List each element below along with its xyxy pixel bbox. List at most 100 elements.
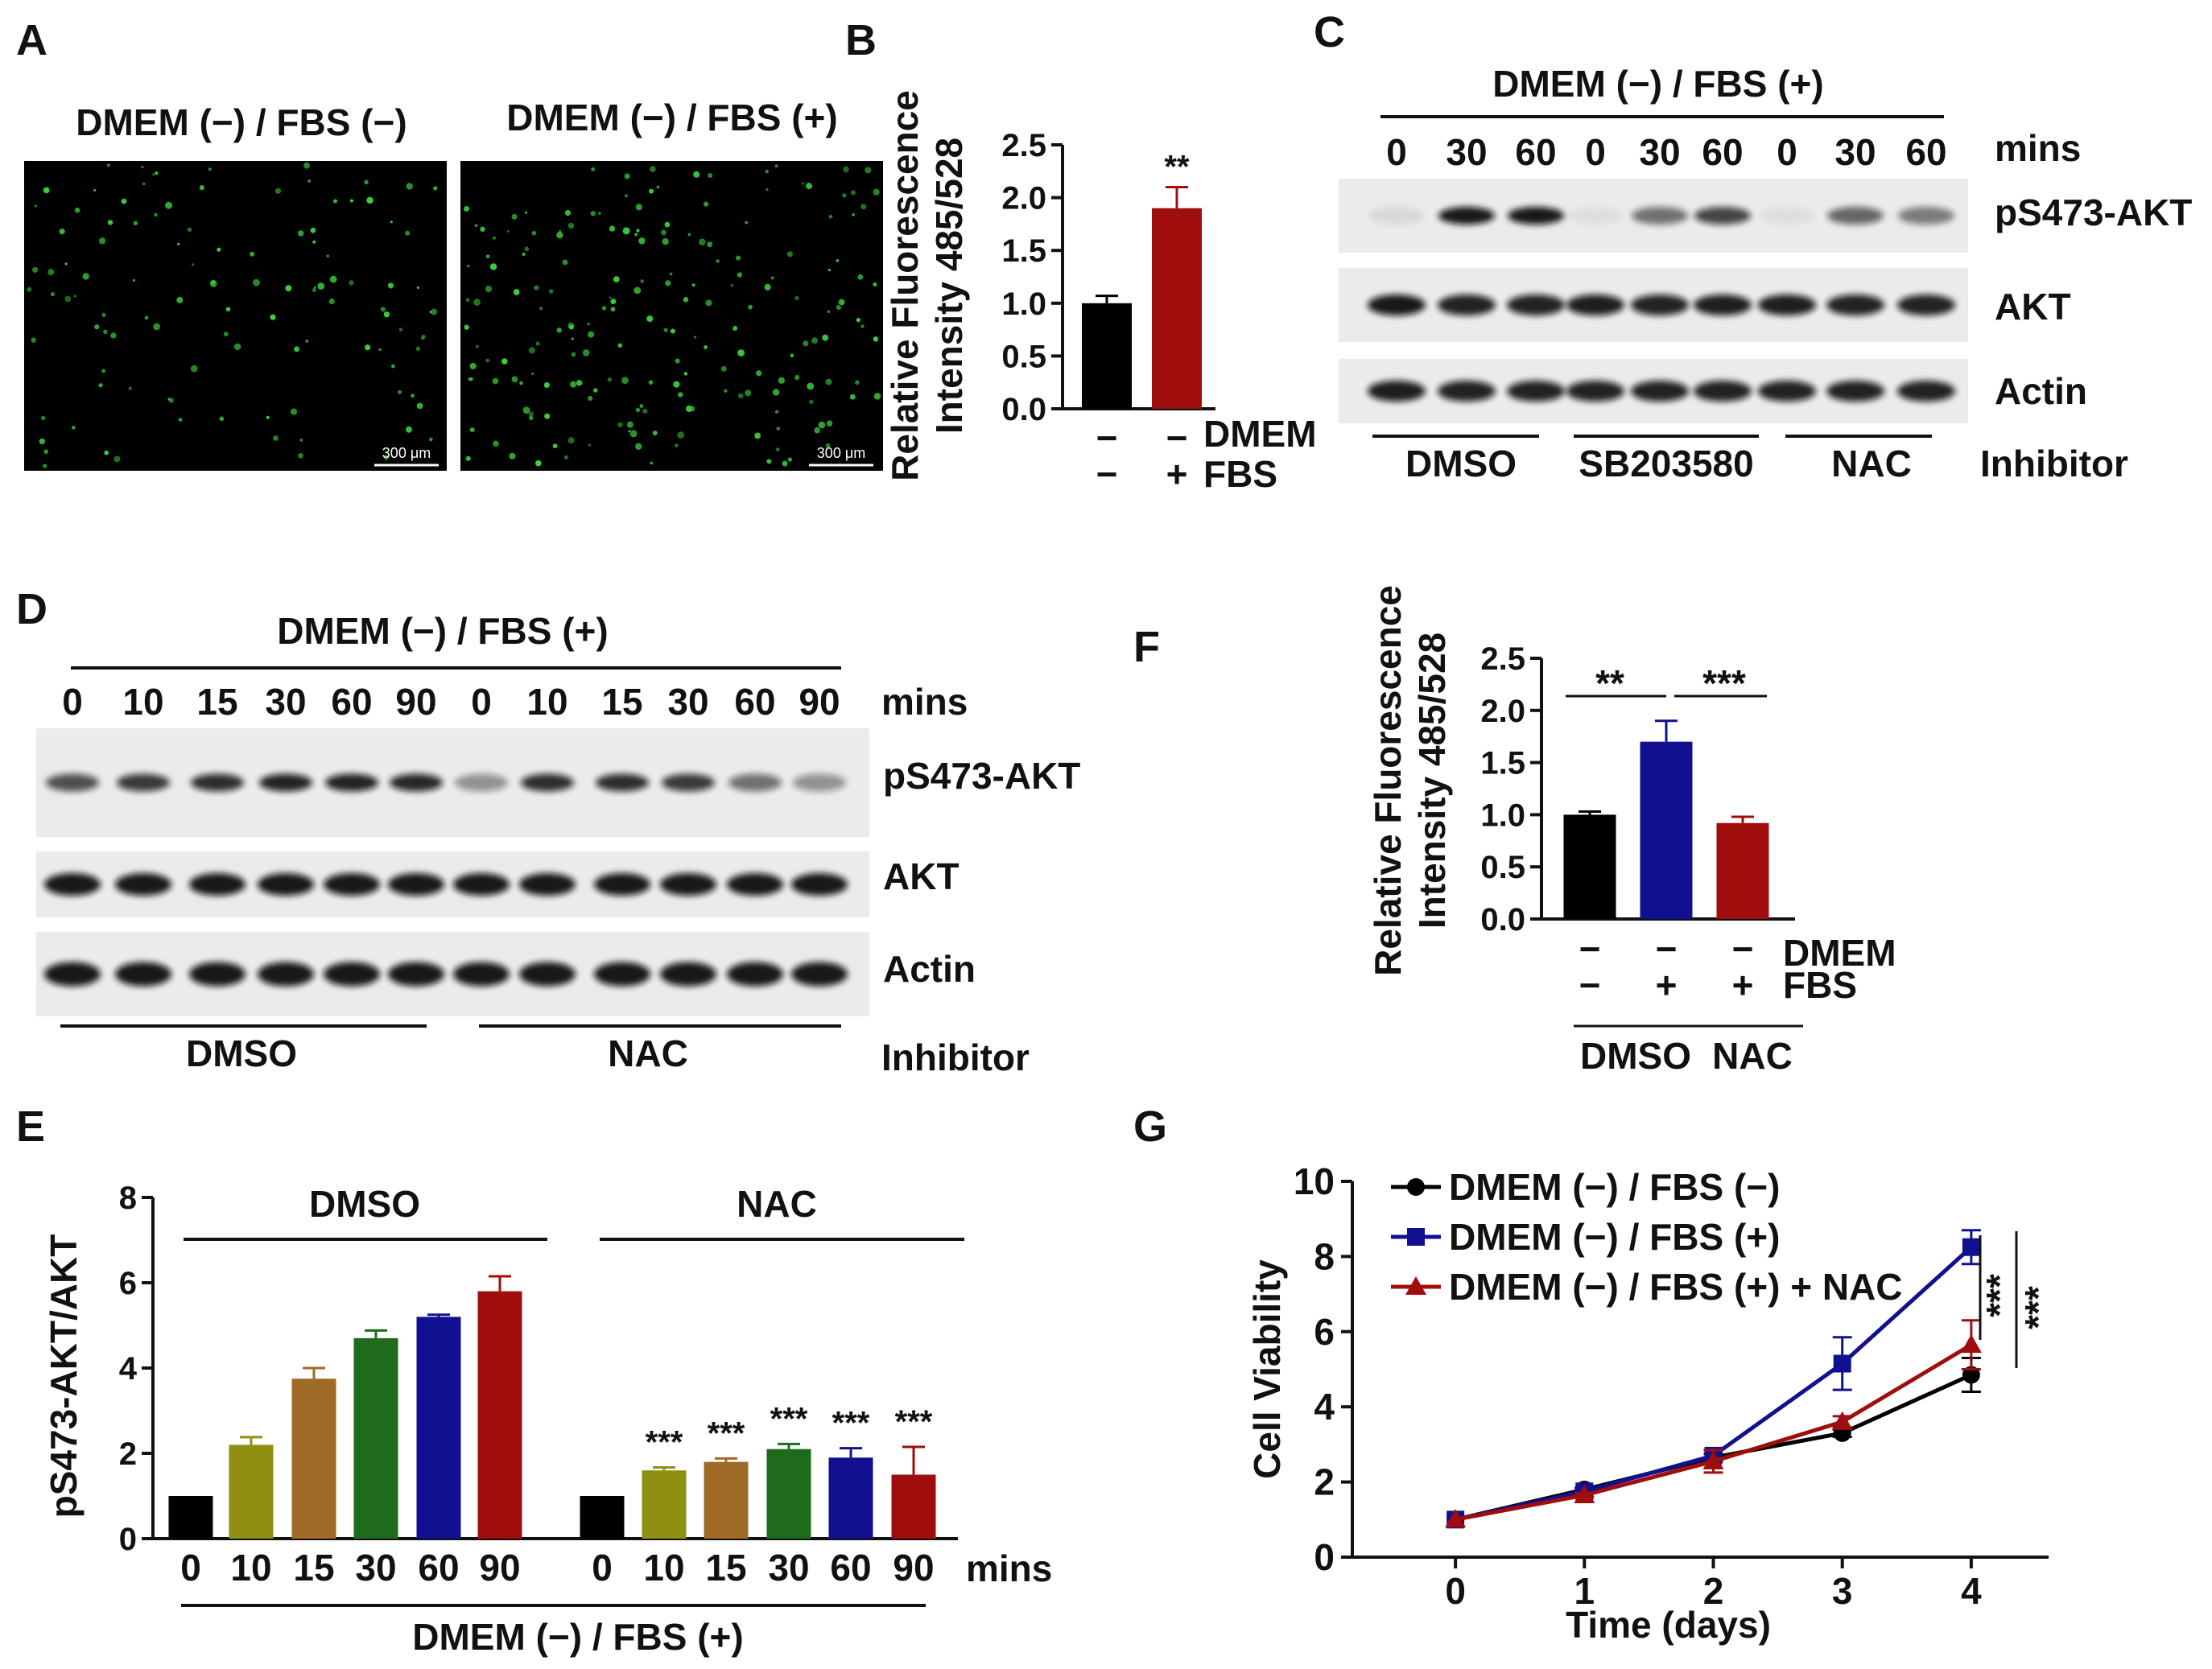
fluorescent-spot xyxy=(106,163,110,167)
blot-band xyxy=(1758,381,1816,402)
d-time-label: 60 xyxy=(331,681,372,723)
fluorescent-spot xyxy=(588,331,595,338)
fluorescent-spot xyxy=(31,337,36,343)
fluorescent-spot xyxy=(64,295,72,303)
g-y-tick-label: 10 xyxy=(1294,1160,1335,1202)
image-title-right: DMEM (−) / FBS (+) xyxy=(506,97,837,138)
fluorescent-spot xyxy=(132,278,136,282)
blot-band xyxy=(390,773,443,792)
fluorescent-spot xyxy=(113,455,121,463)
blot-band xyxy=(1694,295,1752,315)
f-sign-fbs-2: + xyxy=(1656,964,1678,1006)
fluorescent-spot xyxy=(406,426,412,433)
fluorescent-spot xyxy=(776,427,781,431)
fluorescent-spot xyxy=(522,406,530,414)
fluorescent-spot xyxy=(101,312,106,318)
g-data-point xyxy=(1702,1450,1724,1469)
fluorescent-spot xyxy=(530,372,534,376)
fluorescent-spot xyxy=(317,282,325,290)
fluorescent-spot xyxy=(383,455,389,460)
fluorescent-spot xyxy=(397,389,402,394)
d-time-label: 30 xyxy=(667,681,708,723)
fluorescent-spot xyxy=(662,238,669,245)
b-row-label-dmem: DMEM xyxy=(1203,413,1317,455)
b-y-tick-label: 0.0 xyxy=(1001,392,1046,427)
fluorescent-spot xyxy=(609,225,616,232)
fluorescent-spot xyxy=(708,172,713,179)
blot-band xyxy=(660,962,716,987)
blot-band xyxy=(1898,207,1954,225)
panel-a: A DMEM (−) / FBS (−) DMEM (−) / FBS (+) … xyxy=(16,16,883,471)
g-legend-marker xyxy=(1407,1228,1425,1246)
fluorescent-spot xyxy=(822,334,829,341)
fluorescent-spot xyxy=(675,443,679,447)
c-group-nac: NAC xyxy=(1831,443,1912,484)
fluorescent-spot xyxy=(326,254,330,258)
fluorescent-spot xyxy=(617,343,623,348)
fluorescent-spot xyxy=(636,229,640,233)
fluorescent-spot xyxy=(774,410,779,414)
fluorescent-spot xyxy=(273,435,279,441)
c-group-dmso: DMSO xyxy=(1405,443,1517,484)
blot-band xyxy=(596,773,649,792)
panel-b: B Relative Fluorescence Intensity 485/52… xyxy=(845,16,1317,495)
blot-band xyxy=(1758,295,1816,315)
fluorescent-spot xyxy=(693,336,697,339)
fluorescent-spot xyxy=(349,280,354,286)
blot-band xyxy=(1826,295,1884,315)
fluorescent-spot xyxy=(492,377,499,385)
blot-band xyxy=(791,873,848,896)
c-time-label: 30 xyxy=(1639,131,1680,173)
d-western-blot xyxy=(36,728,869,1016)
c-time-label: 30 xyxy=(1834,131,1876,173)
blot-band xyxy=(455,773,508,792)
fluorescent-spot xyxy=(865,167,872,174)
blot-band xyxy=(1566,381,1624,402)
fluorescent-spot xyxy=(383,311,390,318)
fluorescent-spot xyxy=(429,437,433,442)
scale-bar-label-right: 300 μm xyxy=(817,445,865,461)
fluorescent-spot xyxy=(698,238,706,245)
fluorescent-spot xyxy=(838,299,845,306)
fluorescent-spot xyxy=(469,377,473,381)
fluorescent-spot xyxy=(475,344,479,348)
fluorescent-spot xyxy=(733,325,738,331)
f-bar xyxy=(1716,822,1769,919)
fluorescent-spot xyxy=(64,262,68,266)
fluorescent-spot xyxy=(576,380,583,386)
fluorescent-spot xyxy=(485,285,493,293)
fluorescent-spot xyxy=(531,230,537,236)
d-row-label-pakt: pS473-AKT xyxy=(883,755,1080,797)
fluorescent-spot xyxy=(349,199,354,203)
fluorescent-spot xyxy=(613,276,620,282)
b-y-tick-label: 0.5 xyxy=(1001,339,1046,374)
blot-band xyxy=(258,873,314,896)
e-condition-label: DMEM (−) / FBS (+) xyxy=(412,1616,743,1658)
fluorescent-spot xyxy=(190,365,198,373)
blot-band xyxy=(1368,381,1426,402)
fluorescent-spot xyxy=(154,212,158,217)
fluorescent-spot xyxy=(806,183,813,190)
e-bar xyxy=(642,1470,687,1539)
fluorescent-spot xyxy=(506,229,510,233)
fluorescent-spot xyxy=(528,347,535,354)
b-y-tick-label: 1.5 xyxy=(1001,233,1046,269)
g-data-point xyxy=(1831,1411,1853,1430)
fluorescent-spot xyxy=(463,206,470,212)
blot-band xyxy=(1631,381,1689,402)
fluorescent-spot xyxy=(569,324,574,330)
fluorescent-spot xyxy=(534,285,539,291)
fluorescent-spot xyxy=(610,299,617,305)
fluorescent-spot xyxy=(544,413,551,419)
fluorescent-spot xyxy=(663,328,668,332)
d-time-label: 15 xyxy=(601,681,642,723)
c-time-labels: 0 30 60 0 30 60 0 30 60 xyxy=(1386,131,1946,173)
g-x-tick-label: 1 xyxy=(1574,1570,1595,1612)
fluorescent-spot xyxy=(153,323,160,331)
f-sign-dmem-3: − xyxy=(1732,928,1754,970)
fluorescent-spot xyxy=(825,378,832,385)
fluorescent-spot xyxy=(748,304,753,310)
fluorescent-spot xyxy=(683,372,688,376)
fluorescent-spot xyxy=(827,268,831,272)
f-y-axis-label-line2: Intensity 485/528 xyxy=(1411,633,1453,929)
